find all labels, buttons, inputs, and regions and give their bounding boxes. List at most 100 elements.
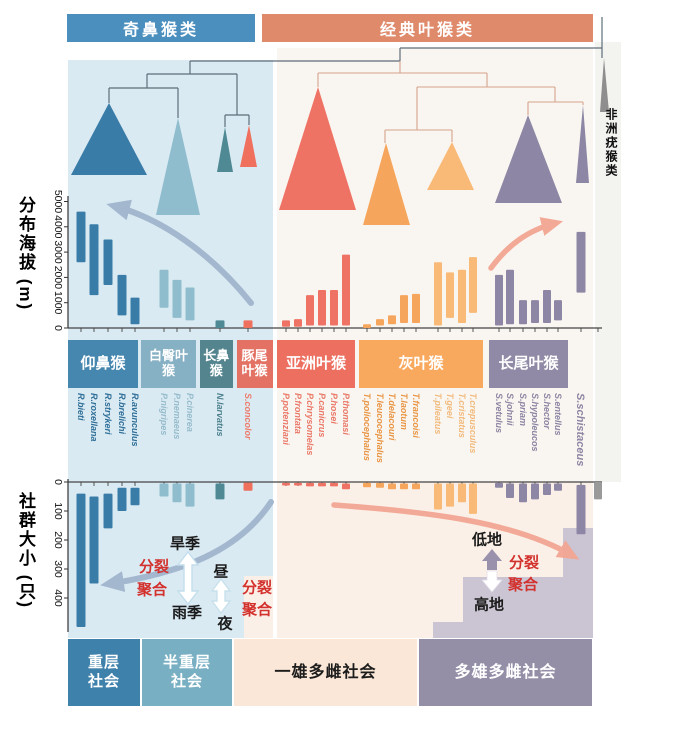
clade-triangle-african	[600, 58, 609, 112]
annotation-fission-altitude: 分裂	[508, 554, 540, 572]
species-label-S.hypoleucos: S.hypoleucos	[530, 393, 540, 452]
group-size-bar-T.laotum	[400, 483, 408, 490]
group-size-bar-T.cristatus	[458, 483, 466, 503]
tree-branches-odd-nosed	[108, 17, 603, 127]
annotation-dry-season: 旱季	[169, 535, 201, 553]
tree-branches-langurs	[317, 61, 584, 143]
species-label-T.leucocephalus: T.leucocephalus	[375, 393, 385, 463]
clade-box-label: 猴	[161, 363, 175, 378]
species-label-T.delacouri: T.delacouri	[387, 393, 397, 441]
elevation-bar-S.schistaceus	[576, 231, 586, 293]
clade-box-label: 叶猴	[241, 363, 268, 378]
group-size-bar-T.delacouri	[388, 483, 396, 490]
group-size-bar-T.pileatus	[434, 483, 442, 510]
group-size-bar-R.roxellana	[89, 496, 99, 584]
elevation-bar-P.chrysomelas	[306, 295, 314, 326]
clade-box-trachypithecus: 灰叶猴	[359, 340, 483, 388]
elevation-bar-S.concolor	[243, 320, 253, 328]
species-label-T.laotum: T.laotum	[399, 393, 409, 430]
annotation-highland: 高地	[473, 596, 505, 614]
elevation-bar-T.poliocephalus	[363, 324, 371, 328]
group-size-bar-S.concolor	[243, 482, 253, 491]
species-label-S.hector: S.hector	[542, 393, 552, 430]
species-label-T.geei: T.geei	[445, 393, 455, 419]
clade-triangle-simias	[240, 125, 257, 167]
header-band-odd-nosed: 奇鼻猴类	[67, 14, 255, 42]
elevation-tick-label: 5000	[52, 190, 64, 214]
group-size-bar-S.priam	[519, 483, 527, 503]
clade-box-nasalis: 长鼻猴	[199, 340, 233, 388]
species-label-T.poliocephalus: T.poliocephalus	[362, 393, 372, 461]
species-label-T.pileatus: T.pileatus	[433, 393, 443, 434]
elevation-bar-R.brelichi	[117, 274, 127, 316]
elevation-bar-S.johnii	[506, 269, 514, 325]
species-label-P.nigripes: P.nigripes	[159, 393, 169, 435]
species-label-S.vetulus: S.vetulus	[494, 393, 504, 433]
species-label-R.roxellana: R.roxellana	[89, 393, 99, 442]
group-size-trend-arrow-left	[100, 499, 274, 593]
social-system-band-label: 社会	[170, 672, 203, 690]
clade-box-label: 白臀叶	[148, 348, 188, 364]
clade-box-label: 灰叶猴	[398, 354, 444, 372]
social-system-band-label: 一雄多雌社会	[274, 663, 377, 681]
elevation-bar-P.nemaeus	[172, 279, 182, 318]
group-size-tick-label: 300	[52, 560, 64, 578]
day-night-double-arrow	[210, 577, 232, 615]
elevation-bar-T.francoisi	[412, 293, 420, 323]
social-system-band-3: 多雄多雌社会	[419, 639, 592, 706]
elevation-axis-title: 分布海拔 (m)	[16, 196, 35, 312]
left-step-patch	[244, 576, 273, 638]
season-double-arrow	[176, 550, 200, 606]
species-label-R.bieti: R.bieti	[76, 393, 86, 421]
group-size-bar-S.hypoleucos	[531, 483, 539, 500]
clade-box-label: 猴	[209, 363, 223, 378]
species-label-P.frontata: P.frontata	[293, 393, 303, 434]
lowland-up-arrow	[482, 549, 502, 570]
elevation-bar-P.potenziani	[282, 320, 290, 327]
clade-box-label: 豚尾	[241, 348, 268, 364]
clade-triangle-presbytis	[279, 87, 356, 210]
group-size-tick-label: 400	[52, 589, 64, 607]
group-size-bar-S.schistaceus	[576, 484, 586, 535]
species-label-N.larvatus: N.larvatus	[215, 393, 225, 437]
social-system-band-label: 社会	[87, 672, 120, 690]
header-band-classic-langurs: 经典叶猴类	[262, 14, 593, 42]
elevation-bar-R.bieti	[76, 211, 86, 263]
group-size-bar-T.geei	[446, 483, 454, 507]
clade-box-simias: 豚尾 叶猴	[236, 340, 273, 388]
species-label-R.brelichi: R.brelichi	[117, 393, 127, 435]
outgroup-strip-background	[595, 42, 621, 482]
elevation-bar-T.leucocephalus	[376, 319, 384, 326]
group-size-bar-R.brelichi	[117, 487, 127, 511]
group-size-bar-P.hosei	[330, 482, 338, 487]
elevation-bar-T.geei	[446, 272, 454, 318]
elevation-bar-S.hector	[543, 290, 551, 323]
group-size-bar-非洲疣猴类	[594, 482, 602, 500]
group-size-bar-S.entellus	[554, 483, 562, 491]
species-label-T.crepusculus: T.crepusculus	[468, 393, 478, 453]
annotation-fusion-season: 聚合	[136, 581, 168, 599]
group-size-trend-arrow-right	[331, 502, 580, 560]
annotation-fission-daynight: 分裂	[241, 579, 273, 597]
social-system-band-label: 重层	[87, 653, 120, 671]
group-size-bar-P.thomasi	[342, 483, 350, 490]
annotation-rainy-season: 雨季	[171, 604, 203, 622]
elevation-tick-label: 2000	[52, 266, 64, 290]
group-size-tick-label: 0	[52, 479, 64, 485]
species-label-P.hosei: P.hosei	[329, 393, 339, 424]
group-size-bar-T.crepusculus	[469, 483, 477, 514]
clade-box-semnopithecus: 长尾叶猴	[489, 340, 568, 388]
species-label-P.nemaeus: P.nemaeus	[172, 393, 182, 439]
group-size-bar-P.cinerea	[185, 483, 195, 507]
group-size-bar-P.nigripes	[159, 483, 169, 497]
group-size-bar-S.johnii	[506, 483, 514, 498]
elevation-bar-R.avunculus	[130, 297, 140, 325]
species-label-S.entellus: S.entellus	[553, 393, 563, 436]
group-size-bar-R.avunculus	[130, 487, 140, 506]
social-system-band-2: 一雄多雌社会	[234, 639, 417, 706]
elevation-bar-S.entellus	[554, 300, 562, 321]
group-size-bar-N.larvatus	[215, 483, 225, 500]
species-label-S.schistaceus: S.schistaceus	[574, 393, 586, 466]
